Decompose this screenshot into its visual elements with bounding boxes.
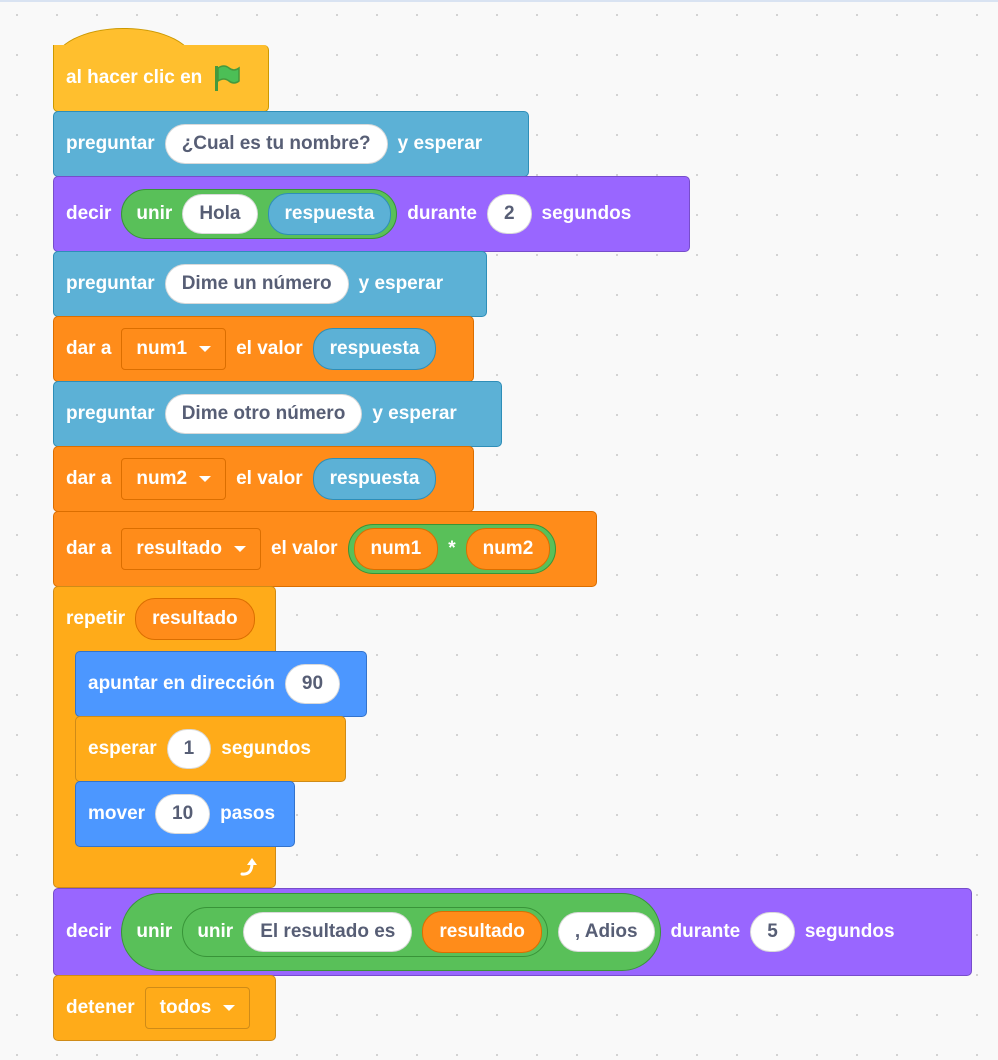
block-label: preguntar (66, 133, 155, 154)
answer-reporter[interactable]: respuesta (312, 458, 437, 500)
set-variable-block[interactable]: dar a num1 el valor respuesta (53, 316, 474, 382)
question-input[interactable]: ¿Cual es tu nombre? (164, 124, 388, 164)
num1-reporter[interactable]: num1 (353, 528, 439, 570)
block-label: el valor (270, 538, 338, 559)
block-label: repetir (66, 608, 126, 629)
stop-option-dropdown[interactable]: todos (144, 987, 251, 1029)
block-label: durante (670, 921, 741, 942)
stop-block[interactable]: detener todos (53, 975, 276, 1041)
block-label: mover (88, 803, 146, 824)
dropdown-arrow-icon (233, 546, 246, 552)
block-label: segundos (804, 921, 895, 942)
resultado-reporter[interactable]: resultado (422, 911, 542, 953)
move-steps-block[interactable]: mover 10 pasos (75, 781, 295, 847)
point-in-direction-block[interactable]: apuntar en dirección 90 (75, 651, 367, 717)
join-operator[interactable]: unir Hola respuesta (121, 189, 398, 239)
block-label: decir (66, 203, 112, 224)
answer-reporter[interactable]: respuesta (312, 328, 437, 370)
dropdown-value: num1 (136, 338, 188, 359)
block-label: segundos (221, 738, 311, 759)
ask-and-wait-block[interactable]: preguntar Dime un número y esperar (53, 251, 487, 317)
block-label: el valor (236, 338, 303, 359)
multiply-operator[interactable]: num1 * num2 (347, 524, 557, 574)
block-label: preguntar (66, 273, 155, 294)
workspace-top-border (0, 0, 998, 2)
block-label: y esperar (372, 403, 457, 424)
block-label: dar a (66, 538, 112, 559)
answer-reporter[interactable]: respuesta (267, 193, 392, 235)
variable-dropdown[interactable]: num2 (121, 458, 227, 500)
loop-arrow-icon (240, 858, 257, 876)
wait-block[interactable]: esperar 1 segundos (75, 716, 346, 782)
block-label: y esperar (397, 133, 483, 154)
block-label: durante (407, 203, 477, 224)
say-for-secs-block[interactable]: decir unir unir El resultado es resultad… (53, 888, 972, 976)
num2-reporter[interactable]: num2 (465, 528, 551, 570)
block-label: preguntar (66, 403, 155, 424)
seconds-input[interactable]: 2 (486, 194, 532, 234)
block-label: segundos (541, 203, 632, 224)
join-input-a[interactable]: El resultado es (243, 912, 413, 952)
dropdown-value: todos (159, 997, 212, 1018)
operator-symbol: * (448, 538, 456, 559)
question-input[interactable]: Dime otro número (164, 394, 363, 434)
join-input-a[interactable]: Hola (182, 194, 258, 234)
block-label: el valor (236, 468, 303, 489)
dropdown-value: num2 (136, 468, 188, 489)
dropdown-arrow-icon (199, 346, 212, 352)
operator-label: unir (197, 921, 234, 942)
ask-and-wait-block[interactable]: preguntar ¿Cual es tu nombre? y esperar (53, 111, 529, 177)
dropdown-value: resultado (136, 538, 222, 559)
block-label: detener (66, 997, 135, 1018)
set-variable-block[interactable]: dar a resultado el valor num1 * num2 (53, 511, 597, 587)
block-label: apuntar en dirección (88, 673, 275, 694)
ask-and-wait-block[interactable]: preguntar Dime otro número y esperar (53, 381, 502, 447)
block-label: decir (66, 921, 112, 942)
inner-join-operator[interactable]: unir El resultado es resultado (182, 907, 548, 957)
block-label: dar a (66, 468, 112, 489)
block-label: esperar (88, 738, 157, 759)
resultado-reporter[interactable]: resultado (135, 598, 255, 640)
variable-dropdown[interactable]: resultado (121, 528, 261, 570)
green-flag-icon (215, 65, 240, 91)
steps-input[interactable]: 10 (155, 794, 211, 834)
dropdown-arrow-icon (199, 476, 212, 482)
set-variable-block[interactable]: dar a num2 el valor respuesta (53, 446, 474, 512)
operator-label: unir (136, 203, 173, 224)
join-input-b[interactable]: , Adios (557, 912, 655, 952)
seconds-input[interactable]: 1 (166, 729, 212, 769)
block-label: dar a (66, 338, 112, 359)
question-input[interactable]: Dime un número (164, 264, 349, 304)
operator-label: unir (136, 921, 173, 942)
dropdown-arrow-icon (223, 1005, 236, 1011)
seconds-input[interactable]: 5 (750, 912, 795, 952)
block-label: pasos (220, 803, 276, 824)
say-for-secs-block[interactable]: decir unir Hola respuesta durante 2 segu… (53, 176, 690, 252)
variable-dropdown[interactable]: num1 (121, 328, 227, 370)
block-label: al hacer clic en (66, 67, 203, 88)
join-operator[interactable]: unir unir El resultado es resultado , Ad… (121, 893, 661, 971)
direction-input[interactable]: 90 (284, 664, 341, 704)
block-label: y esperar (358, 273, 444, 294)
when-flag-clicked-block[interactable]: al hacer clic en (53, 45, 269, 112)
